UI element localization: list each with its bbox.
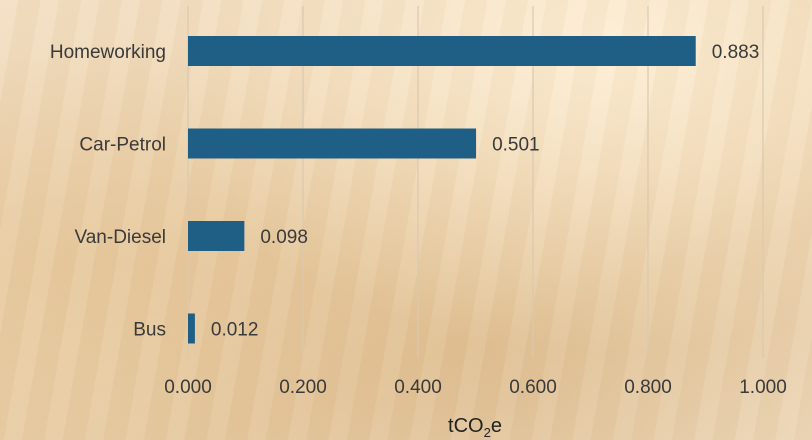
category-label: Van-Diesel	[74, 227, 166, 248]
data-label: 0.501	[492, 135, 540, 156]
x-tick-labels: 0.000 0.200 0.400 0.600 0.800 1.000	[164, 377, 787, 398]
category-label: Car-Petrol	[79, 135, 166, 156]
x-axis-title-suffix: e	[491, 415, 502, 437]
bar-van-diesel	[188, 221, 245, 251]
data-label: 0.098	[260, 227, 308, 248]
x-tick-label: 1.000	[739, 377, 787, 398]
category-labels: Homeworking Car-Petrol Van-Diesel Bus	[50, 42, 166, 341]
category-label: Bus	[133, 320, 166, 341]
x-axis-title-main: tCO	[448, 415, 484, 437]
x-tick-label: 0.200	[279, 377, 327, 398]
category-label: Homeworking	[50, 42, 166, 63]
x-tick-label: 0.800	[624, 377, 672, 398]
x-axis-title-subscript: 2	[484, 425, 491, 440]
x-axis-title: tCO2e	[448, 415, 502, 440]
bars	[188, 36, 696, 344]
data-labels: 0.883 0.501 0.098 0.012	[211, 42, 759, 341]
data-label: 0.883	[712, 42, 760, 63]
x-tick-label: 0.600	[509, 377, 557, 398]
bar-homeworking	[188, 36, 696, 66]
bar-bus	[188, 313, 195, 344]
x-tick-label: 0.400	[394, 377, 442, 398]
x-tick-label: 0.000	[164, 377, 212, 398]
data-label: 0.012	[211, 320, 259, 341]
bar-car-petrol	[188, 128, 477, 159]
